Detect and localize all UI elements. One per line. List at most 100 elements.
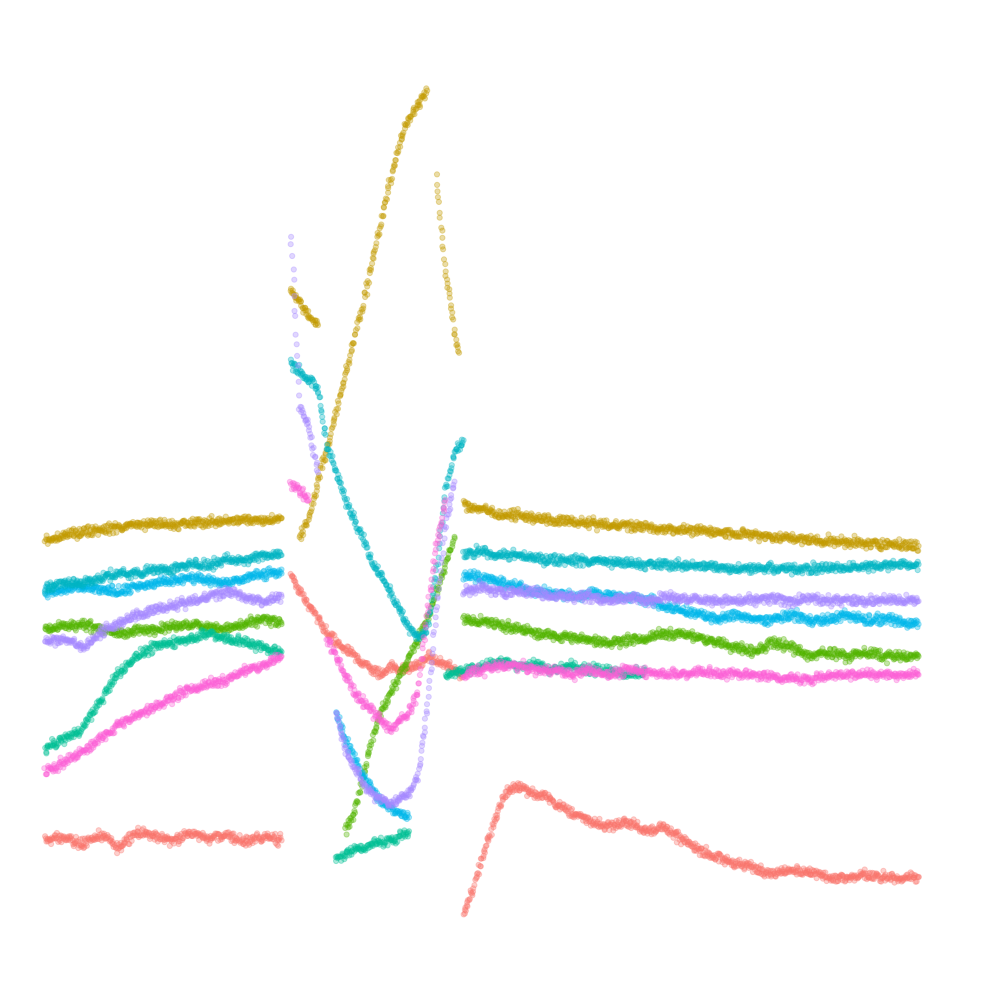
- data-point: [373, 240, 380, 247]
- data-point: [410, 648, 418, 655]
- data-point: [482, 843, 489, 850]
- data-point: [64, 833, 71, 840]
- data-point: [55, 838, 62, 846]
- data-point: [350, 816, 357, 824]
- data-point: [65, 836, 72, 843]
- data-point: [153, 831, 160, 838]
- data-point: [313, 481, 320, 488]
- data-point: [334, 405, 342, 412]
- data-point: [343, 831, 350, 838]
- data-point: [199, 834, 206, 841]
- data-point: [363, 760, 370, 768]
- data-point: [207, 832, 214, 840]
- data-point: [70, 843, 77, 850]
- data-point: [51, 835, 58, 842]
- data-point: [383, 196, 391, 203]
- data-point: [378, 221, 385, 228]
- data-point: [207, 835, 214, 842]
- data-point: [139, 832, 147, 839]
- data-point: [157, 836, 164, 843]
- data-point: [440, 246, 447, 253]
- data-point: [53, 834, 60, 842]
- data-point: [220, 833, 227, 840]
- data-point: [217, 833, 224, 840]
- data-point: [135, 834, 142, 841]
- data-point: [91, 832, 99, 839]
- data-point: [109, 838, 116, 846]
- data-point: [232, 837, 239, 845]
- data-point: [364, 291, 371, 298]
- data-point: [211, 834, 218, 841]
- data-point: [215, 831, 222, 838]
- data-point: [152, 829, 159, 836]
- data-point: [218, 836, 225, 843]
- data-point: [207, 837, 214, 844]
- data-point: [105, 833, 112, 840]
- data-point: [114, 839, 121, 847]
- data-point: [184, 832, 191, 840]
- data-point: [101, 832, 109, 839]
- data-point: [163, 836, 170, 843]
- data-point: [346, 823, 353, 830]
- data-point: [200, 835, 207, 842]
- data-point: [222, 832, 229, 839]
- data-point: [149, 832, 156, 840]
- data-point: [278, 621, 285, 628]
- data-point: [79, 835, 86, 842]
- data-point: [227, 833, 234, 841]
- data-point: [232, 837, 239, 844]
- data-point: [150, 830, 157, 837]
- data-point: [88, 835, 95, 842]
- data-point: [341, 376, 348, 383]
- data-point: [192, 830, 199, 837]
- data-point: [194, 830, 201, 837]
- data-point: [196, 831, 203, 838]
- data-point: [44, 836, 51, 843]
- data-point: [883, 660, 891, 667]
- data-point: [118, 843, 126, 850]
- data-point: [142, 830, 149, 838]
- data-point: [160, 836, 167, 844]
- data-point: [211, 832, 218, 839]
- data-point: [233, 835, 240, 842]
- data-point: [188, 832, 195, 840]
- data-point: [796, 643, 804, 651]
- data-point: [167, 837, 174, 844]
- data-point: [312, 492, 320, 499]
- data-point: [435, 198, 442, 205]
- data-point: [162, 836, 169, 843]
- data-point: [137, 832, 144, 839]
- data-point: [165, 835, 172, 842]
- data-point: [134, 828, 141, 836]
- data-point: [173, 833, 180, 841]
- data-point: [596, 815, 603, 823]
- data-point: [175, 526, 182, 533]
- data-point: [199, 829, 206, 837]
- data-point: [123, 834, 130, 841]
- data-point: [446, 658, 453, 665]
- data-point: [158, 830, 166, 837]
- data-point: [231, 839, 238, 847]
- data-point: [142, 831, 149, 839]
- data-point: [148, 832, 155, 839]
- data-point: [210, 833, 217, 840]
- data-point: [225, 833, 232, 840]
- data-point: [57, 832, 64, 839]
- data-point: [140, 825, 147, 832]
- data-point: [72, 833, 80, 841]
- data-point: [335, 400, 342, 407]
- data-point: [173, 835, 180, 843]
- data-point: [183, 831, 190, 838]
- data-point: [62, 836, 69, 843]
- data-point: [184, 832, 191, 840]
- data-point: [456, 349, 463, 356]
- data-point: [120, 841, 127, 848]
- data-point: [142, 828, 149, 835]
- data-point: [53, 829, 61, 837]
- data-point: [78, 843, 85, 851]
- data-point: [176, 832, 183, 839]
- data-point: [72, 839, 79, 846]
- data-point: [161, 839, 168, 846]
- data-point: [113, 845, 120, 852]
- data-point: [47, 836, 54, 844]
